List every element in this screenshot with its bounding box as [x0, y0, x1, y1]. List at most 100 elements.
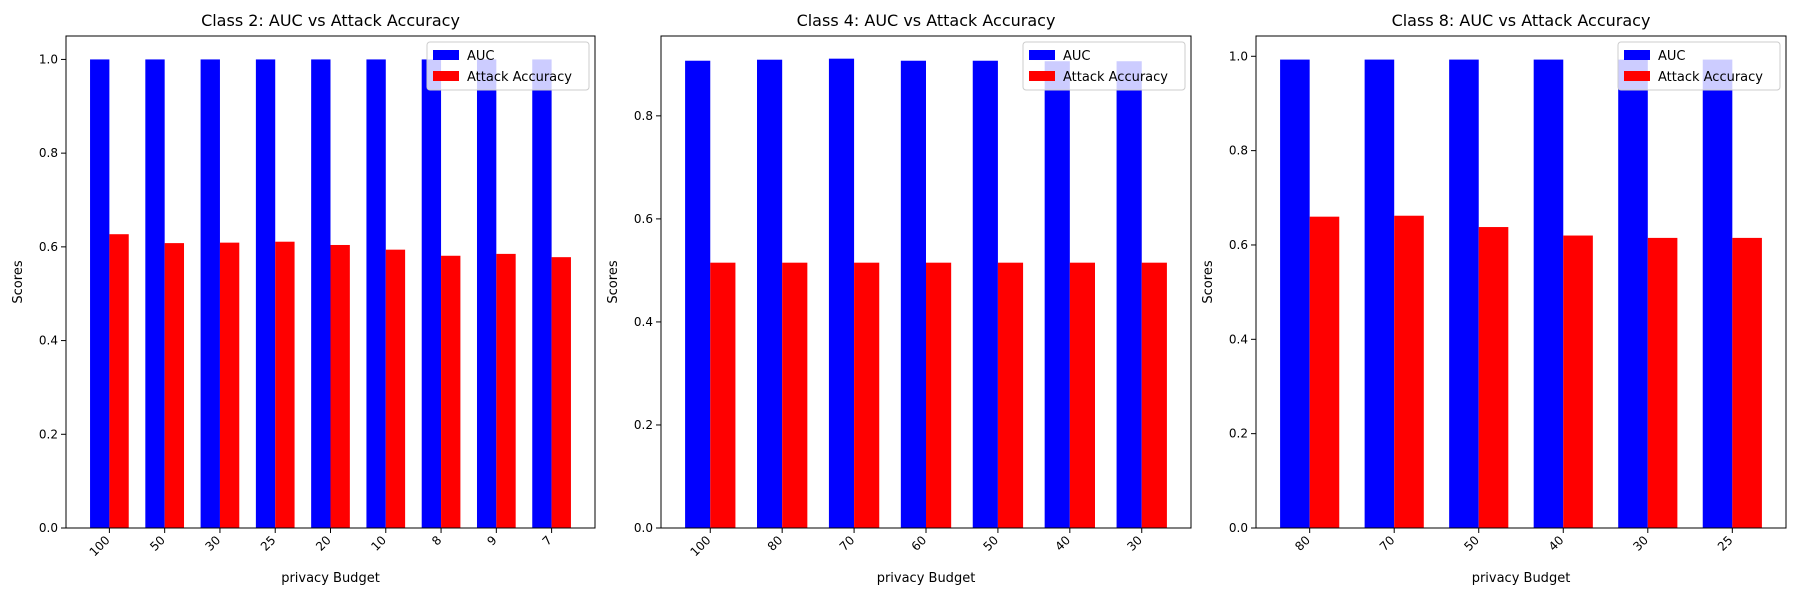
legend-swatch-attack-accuracy	[1029, 71, 1055, 81]
chart-panel-1: 0.0 0.2 0.4 0.6 0.8 1.0 100 50 30 25 20 10 8 9 7 Class …	[11, 11, 596, 586]
x-tick-label: 50	[1461, 533, 1482, 554]
bar-attack-accuracy-70	[854, 262, 880, 528]
bar-attack-accuracy-100	[710, 262, 736, 528]
y-tick-label: 0.0	[39, 521, 58, 535]
y-tick-label: 0.6	[634, 212, 653, 226]
legend-box	[1617, 41, 1781, 91]
y-tick-label: 1.0	[39, 52, 58, 66]
bar-auc-25	[1702, 59, 1733, 528]
bar-auc-7	[532, 59, 552, 529]
bar-auc-20	[311, 59, 331, 529]
axes-frame	[1255, 35, 1787, 529]
bar-attack-accuracy-80	[782, 262, 808, 528]
bar-auc-70	[1364, 59, 1395, 528]
chart-panel-2: 0.0 0.2 0.4 0.6 0.8 100 80 70 60 50 40 30 Class 4: A…	[606, 11, 1192, 586]
x-tick-label: 30	[1124, 533, 1145, 554]
bar-auc-40	[1044, 61, 1070, 528]
y-tick-label: 0.2	[634, 418, 653, 432]
bar-attack-accuracy-30	[1647, 237, 1678, 528]
chart-panel-3: 0.0 0.2 0.4 0.6 0.8 1.0 80 70 50 40 30 25 Class 8: A…	[1201, 11, 1787, 586]
bar-auc-30	[1116, 61, 1142, 528]
x-tick-label: 25	[1715, 533, 1736, 554]
bar-attack-accuracy-30	[219, 242, 240, 528]
y-tick-label: 0.8	[1229, 144, 1248, 158]
bar-auc-50	[145, 59, 165, 529]
y-axis-label: Scores	[606, 260, 621, 303]
bar-attack-accuracy-7	[551, 257, 571, 528]
bar-auc-60	[900, 60, 926, 529]
bar-attack-accuracy-60	[926, 262, 952, 528]
bar-auc-80	[757, 59, 783, 529]
chart-title: Class 2: AUC vs Attack Accuracy	[201, 11, 460, 30]
legend-swatch-auc	[1029, 50, 1055, 60]
bar-auc-40	[1533, 59, 1564, 528]
x-tick-label: 20	[313, 533, 334, 554]
bar-attack-accuracy-9	[496, 253, 516, 528]
x-tick-label: 30	[203, 533, 224, 554]
x-tick-label: 80	[1292, 533, 1313, 554]
legend-label-attack-accuracy: Attack Accuracy	[1658, 70, 1763, 85]
legend-swatch-attack-accuracy	[1624, 71, 1650, 81]
y-tick-label: 0.8	[39, 146, 58, 160]
bar-attack-accuracy-20	[330, 244, 350, 529]
chart-title: Class 8: AUC vs Attack Accuracy	[1392, 11, 1651, 30]
legend-label-attack-accuracy: Attack Accuracy	[1063, 70, 1168, 85]
x-tick-label: 80	[765, 533, 786, 554]
bar-attack-accuracy-50	[164, 243, 185, 528]
y-tick-label: 0.2	[39, 427, 58, 441]
x-tick-label: 40	[1546, 533, 1567, 554]
y-tick-label: 0.6	[1229, 238, 1248, 252]
y-tick-label: 0.0	[1229, 521, 1248, 535]
bar-auc-8	[421, 59, 442, 529]
bar-auc-80	[1280, 59, 1310, 528]
x-tick-label: 100	[687, 533, 713, 559]
bar-attack-accuracy-25	[1732, 237, 1762, 528]
legend: AUC Attack Accuracy	[1022, 41, 1186, 91]
legend-label-attack-accuracy: Attack Accuracy	[467, 70, 572, 85]
y-tick-label: 0.0	[634, 521, 653, 535]
x-tick-label: 7	[540, 533, 555, 548]
y-tick-label: 0.4	[39, 334, 58, 348]
bar-attack-accuracy-40	[1563, 235, 1593, 528]
bar-attack-accuracy-10	[385, 249, 406, 528]
y-tick-label: 0.6	[39, 240, 58, 254]
bar-attack-accuracy-25	[275, 241, 295, 528]
x-tick-label: 30	[1630, 533, 1651, 554]
x-tick-label: 50	[147, 533, 168, 554]
x-axis-label: privacy Budget	[1472, 571, 1571, 586]
y-tick-label: 1.0	[1229, 49, 1248, 63]
y-axis-label: Scores	[11, 260, 26, 303]
bar-auc-9	[476, 59, 497, 529]
x-axis-label: privacy Budget	[281, 571, 380, 586]
x-tick-label: 10	[368, 533, 389, 554]
legend-label-auc: AUC	[467, 49, 495, 64]
x-tick-label: 60	[909, 533, 930, 554]
legend: AUC Attack Accuracy	[426, 41, 590, 91]
x-tick-label: 100	[87, 533, 113, 559]
x-tick-label: 40	[1052, 533, 1073, 554]
bar-auc-100	[685, 60, 711, 529]
bar-attack-accuracy-40	[1069, 262, 1095, 528]
legend-box	[426, 41, 590, 91]
y-tick-label: 0.2	[1229, 427, 1248, 441]
bar-auc-50	[972, 60, 998, 529]
chart-title: Class 4: AUC vs Attack Accuracy	[797, 11, 1056, 30]
y-axis-label: Scores	[1201, 260, 1216, 303]
bar-auc-70	[828, 58, 855, 529]
legend-box	[1022, 41, 1186, 91]
y-tick-label: 0.8	[634, 109, 653, 123]
bar-attack-accuracy-80	[1309, 216, 1340, 529]
bar-auc-10	[366, 59, 386, 529]
bar-attack-accuracy-30	[1141, 262, 1167, 528]
bar-auc-30	[200, 59, 220, 529]
bar-auc-30	[1618, 59, 1648, 528]
y-tick-label: 0.4	[634, 315, 653, 329]
bar-auc-25	[255, 59, 276, 529]
bar-attack-accuracy-100	[109, 234, 129, 528]
legend-swatch-auc	[433, 50, 459, 60]
legend: AUC Attack Accuracy	[1617, 41, 1781, 91]
legend-swatch-auc	[1624, 50, 1650, 60]
x-tick-label: 25	[258, 533, 279, 554]
legend-swatch-attack-accuracy	[433, 71, 459, 81]
